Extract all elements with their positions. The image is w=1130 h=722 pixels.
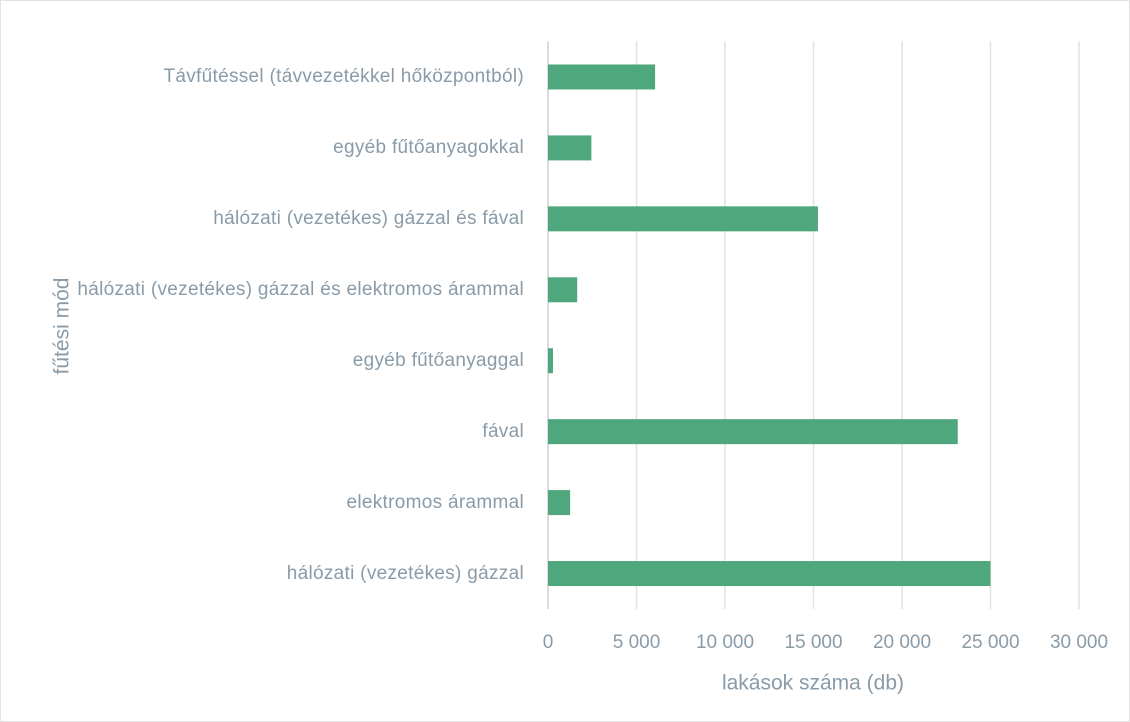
- x-tick-label: 25 000: [961, 632, 1019, 653]
- bar: [548, 561, 991, 587]
- x-axis-title: lakások száma (db): [722, 672, 904, 695]
- y-tick-label: egyéb fűtőanyaggal: [352, 349, 524, 371]
- y-tick-label: hálózati (vezetékes) gázzal és fával: [213, 207, 524, 229]
- y-tick-label: hálózati (vezetékes) gázzal és elektromo…: [77, 278, 524, 300]
- y-tick-label: fával: [482, 420, 524, 442]
- bar: [548, 277, 578, 303]
- bar: [548, 348, 553, 374]
- y-tick-label: elektromos árammal: [346, 491, 524, 513]
- x-tick-label: 20 000: [873, 632, 931, 653]
- y-tick-label: hálózati (vezetékes) gázzal: [286, 562, 524, 584]
- bar: [548, 206, 818, 232]
- bar: [548, 135, 592, 161]
- x-tick-label: 5 000: [613, 632, 661, 653]
- x-tick-label: 30 000: [1050, 632, 1108, 653]
- bar: [548, 490, 571, 516]
- x-tick-label: 0: [543, 632, 554, 653]
- y-tick-label: egyéb fűtőanyagokkal: [333, 136, 524, 158]
- y-axis-title: fűtési mód: [51, 278, 74, 375]
- bar: [548, 419, 958, 445]
- x-tick-label: 10 000: [696, 632, 754, 653]
- y-tick-label: Távfűtéssel (távvezetékkel hőközpontból): [163, 65, 524, 87]
- x-tick-label: 15 000: [784, 632, 842, 653]
- bar: [548, 64, 656, 90]
